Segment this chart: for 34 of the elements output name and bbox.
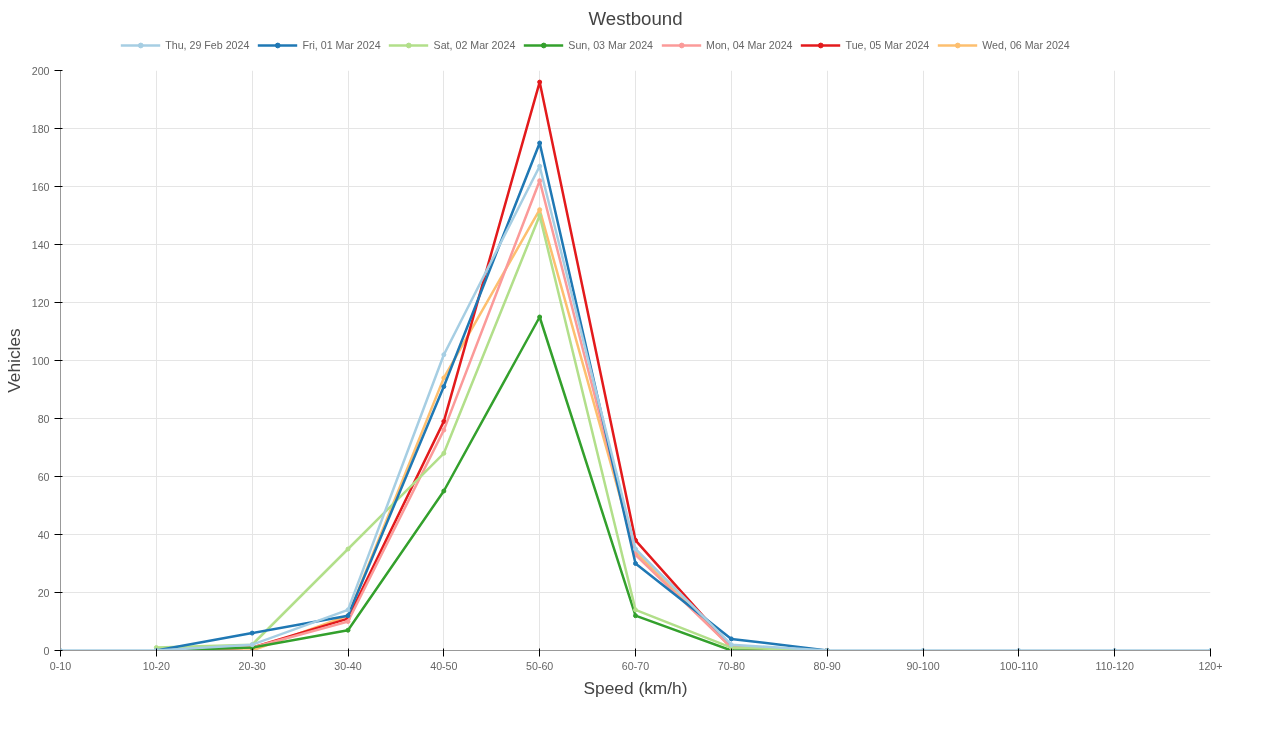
legend-label: Sat, 02 Mar 2024 bbox=[433, 39, 516, 51]
x-tick-label: 20-30 bbox=[238, 659, 266, 672]
x-tick-label: 10-20 bbox=[142, 659, 171, 672]
y-tick-label: 80 bbox=[37, 412, 50, 425]
y-tick-label: 120 bbox=[31, 296, 50, 309]
y-tick-label: 180 bbox=[31, 122, 50, 135]
y-tick-label: 20 bbox=[37, 586, 50, 599]
legend-label: Wed, 06 Mar 2024 bbox=[982, 39, 1070, 51]
y-tick-label: 200 bbox=[31, 64, 50, 77]
x-tick-label: 100-110 bbox=[999, 659, 1039, 672]
y-tick-label: 0 bbox=[43, 644, 50, 657]
y-tick-label: 160 bbox=[31, 180, 50, 193]
x-tick-label: 60-70 bbox=[621, 659, 650, 672]
y-tick-label: 40 bbox=[37, 528, 50, 541]
x-tick-label: 90-100 bbox=[906, 659, 940, 672]
x-tick-label: 50-60 bbox=[526, 659, 554, 672]
legend-label: Fri, 01 Mar 2024 bbox=[302, 39, 381, 51]
x-tick-label: 70-80 bbox=[717, 659, 746, 672]
legend-label: Sun, 03 Mar 2024 bbox=[568, 39, 654, 51]
y-tick-label: 100 bbox=[31, 354, 50, 367]
x-tick-label: 120+ bbox=[1198, 659, 1223, 672]
y-tick-label: 60 bbox=[37, 470, 50, 483]
y-tick-label: 140 bbox=[31, 238, 50, 251]
legend-label: Thu, 29 Feb 2024 bbox=[165, 39, 250, 51]
x-axis-title: Speed (km/h) bbox=[583, 677, 688, 698]
legend-label: Mon, 04 Mar 2024 bbox=[706, 39, 793, 51]
x-tick-label: 0-10 bbox=[49, 659, 72, 672]
x-tick-label: 30-40 bbox=[334, 659, 362, 672]
legend-label: Tue, 05 Mar 2024 bbox=[845, 39, 930, 51]
x-tick-label: 40-50 bbox=[430, 659, 458, 672]
y-axis-title: Vehicles bbox=[3, 327, 24, 393]
x-tick-label: 80-90 bbox=[813, 659, 841, 672]
chart-title: Westbound bbox=[588, 7, 683, 29]
x-tick-label: 110-120 bbox=[1095, 659, 1134, 672]
